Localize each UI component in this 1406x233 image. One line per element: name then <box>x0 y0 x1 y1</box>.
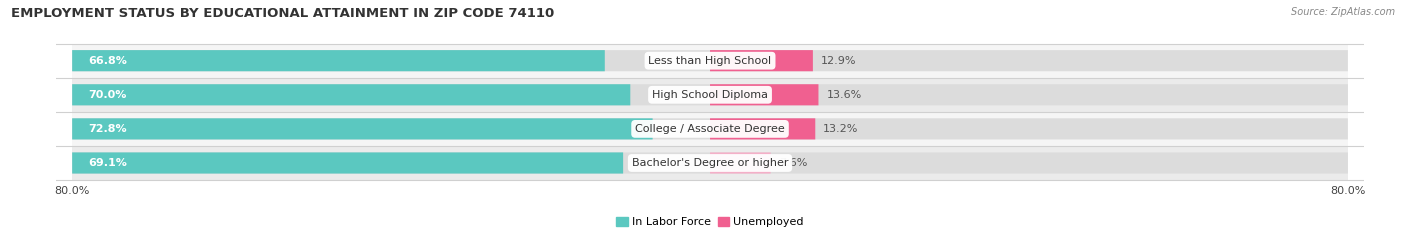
Text: 69.1%: 69.1% <box>89 158 127 168</box>
Text: Source: ZipAtlas.com: Source: ZipAtlas.com <box>1291 7 1395 17</box>
FancyBboxPatch shape <box>72 152 623 174</box>
Text: Bachelor's Degree or higher: Bachelor's Degree or higher <box>631 158 789 168</box>
FancyBboxPatch shape <box>72 112 1348 146</box>
Text: Less than High School: Less than High School <box>648 56 772 66</box>
FancyBboxPatch shape <box>72 84 630 105</box>
FancyBboxPatch shape <box>72 152 1348 174</box>
Text: 13.6%: 13.6% <box>827 90 862 100</box>
FancyBboxPatch shape <box>72 44 1348 78</box>
Text: 13.2%: 13.2% <box>824 124 859 134</box>
Text: High School Diploma: High School Diploma <box>652 90 768 100</box>
FancyBboxPatch shape <box>710 84 818 105</box>
FancyBboxPatch shape <box>72 78 1348 112</box>
FancyBboxPatch shape <box>72 118 652 140</box>
FancyBboxPatch shape <box>710 152 770 174</box>
FancyBboxPatch shape <box>710 118 815 140</box>
FancyBboxPatch shape <box>710 50 813 71</box>
Text: 7.6%: 7.6% <box>779 158 807 168</box>
FancyBboxPatch shape <box>72 84 1348 105</box>
Text: 72.8%: 72.8% <box>89 124 127 134</box>
Text: College / Associate Degree: College / Associate Degree <box>636 124 785 134</box>
FancyBboxPatch shape <box>72 118 1348 140</box>
FancyBboxPatch shape <box>72 146 1348 180</box>
FancyBboxPatch shape <box>72 50 1348 71</box>
Text: 66.8%: 66.8% <box>89 56 127 66</box>
Text: 70.0%: 70.0% <box>89 90 127 100</box>
Text: EMPLOYMENT STATUS BY EDUCATIONAL ATTAINMENT IN ZIP CODE 74110: EMPLOYMENT STATUS BY EDUCATIONAL ATTAINM… <box>11 7 554 20</box>
Legend: In Labor Force, Unemployed: In Labor Force, Unemployed <box>614 214 806 229</box>
FancyBboxPatch shape <box>72 50 605 71</box>
Text: 12.9%: 12.9% <box>821 56 856 66</box>
